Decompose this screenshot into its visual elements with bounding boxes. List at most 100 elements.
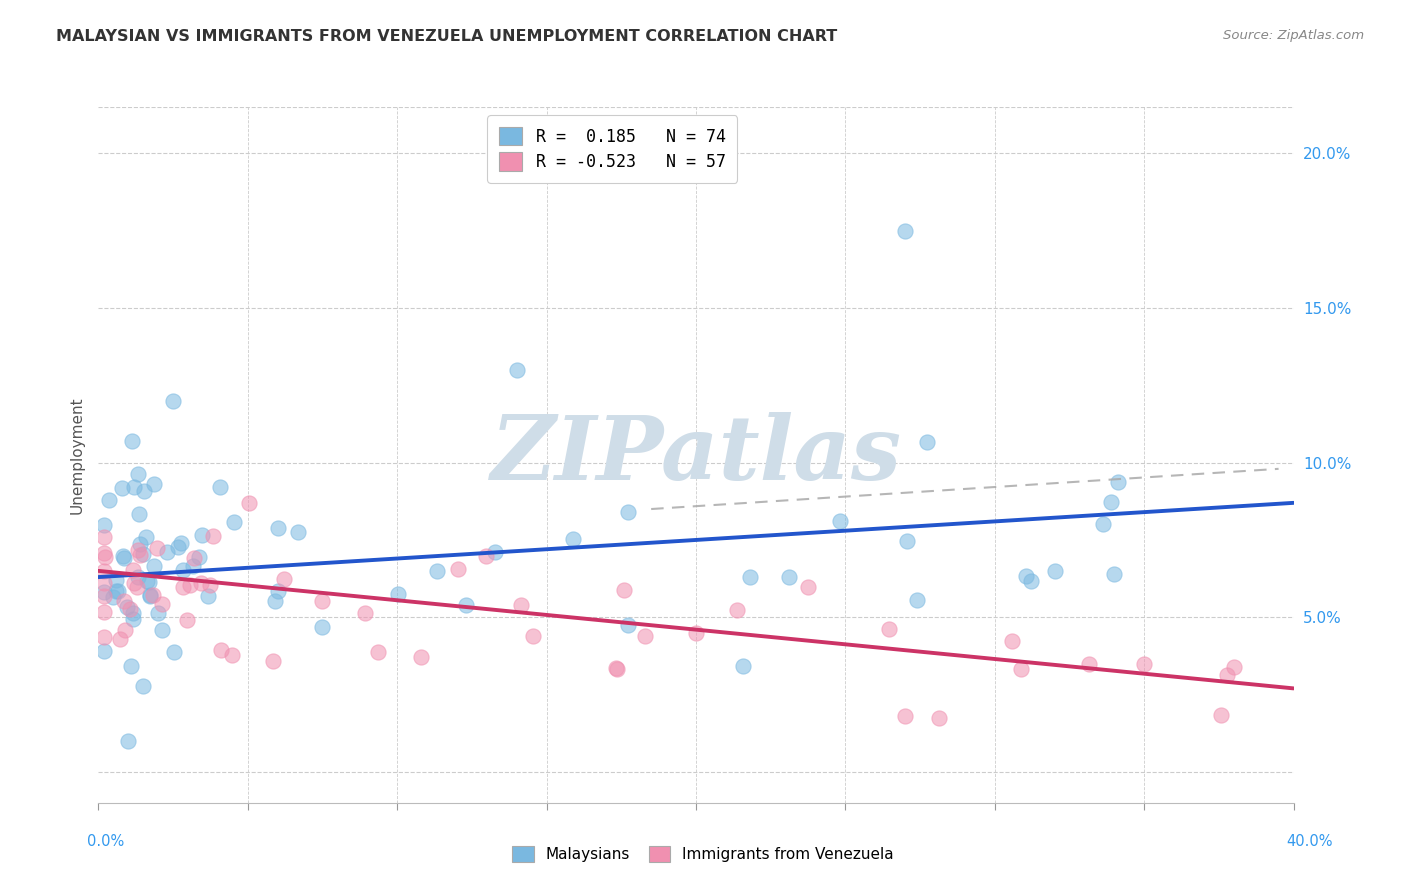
Point [132, 547, 155, 561]
Point [121, 434, 143, 448]
Point [224, 515, 246, 529]
Point [127, 543, 149, 558]
Point [156, 544, 179, 558]
Point [122, 606, 145, 620]
Point [456, 598, 478, 612]
Point [162, 645, 184, 659]
Point [202, 529, 225, 543]
Point [387, 587, 409, 601]
Point [181, 559, 204, 574]
Point [111, 549, 134, 563]
Point [93, 576, 115, 591]
Point [183, 550, 205, 565]
Point [905, 592, 928, 607]
Point [93, 585, 115, 599]
Point [685, 625, 707, 640]
Point [894, 709, 917, 723]
Point [93, 546, 115, 560]
Point [146, 606, 169, 620]
Point [311, 620, 333, 634]
Point [128, 507, 150, 521]
Point [613, 582, 636, 597]
Point [484, 544, 506, 558]
Point [797, 580, 820, 594]
Point [98, 493, 121, 508]
Point [211, 642, 233, 657]
Point [877, 622, 900, 636]
Point [1001, 634, 1024, 648]
Point [93, 630, 115, 644]
Point [150, 597, 173, 611]
Point [509, 598, 531, 612]
Point [142, 477, 165, 491]
Point [135, 530, 157, 544]
Point [134, 484, 156, 499]
Point [1223, 659, 1246, 673]
Point [447, 562, 470, 576]
Point [190, 575, 212, 590]
Point [606, 662, 628, 676]
Point [162, 393, 184, 408]
Point [120, 659, 142, 673]
Point [170, 536, 193, 550]
Point [1216, 667, 1239, 681]
Point [221, 648, 243, 662]
Point [176, 613, 198, 627]
Point [725, 603, 748, 617]
Point [264, 593, 287, 607]
Point [266, 583, 288, 598]
Point [93, 565, 115, 579]
Point [139, 588, 162, 602]
Point [197, 589, 219, 603]
Point [367, 645, 389, 659]
Point [188, 550, 211, 565]
Point [915, 434, 938, 449]
Text: Source: ZipAtlas.com: Source: ZipAtlas.com [1223, 29, 1364, 42]
Point [107, 583, 129, 598]
Point [94, 549, 117, 564]
Point [172, 580, 194, 594]
Point [122, 480, 145, 494]
Point [522, 629, 544, 643]
Point [617, 617, 640, 632]
Point [1092, 516, 1115, 531]
Text: ZIPatlas: ZIPatlas [491, 412, 901, 498]
Point [93, 518, 115, 533]
Point [354, 606, 377, 620]
Point [1019, 574, 1042, 589]
Point [928, 711, 950, 725]
Point [142, 588, 165, 602]
Point [127, 467, 149, 481]
Point [238, 496, 260, 510]
Point [409, 650, 432, 665]
Point [112, 551, 135, 566]
Y-axis label: Unemployment: Unemployment [69, 396, 84, 514]
Point [426, 564, 449, 578]
Point [167, 540, 190, 554]
Point [506, 363, 529, 377]
Point [778, 570, 800, 584]
Point [1078, 657, 1101, 672]
Point [120, 602, 142, 616]
Point [634, 629, 657, 643]
Point [1010, 662, 1032, 676]
Point [127, 570, 149, 584]
Point [115, 600, 138, 615]
Point [561, 533, 583, 547]
Point [129, 536, 152, 550]
Point [738, 569, 761, 583]
Point [93, 530, 115, 544]
Point [105, 583, 128, 598]
Point [122, 563, 145, 577]
Point [112, 594, 135, 608]
Point [1015, 568, 1038, 582]
Point [209, 481, 232, 495]
Text: 40.0%: 40.0% [1286, 834, 1333, 848]
Point [828, 515, 851, 529]
Point [179, 578, 201, 592]
Legend: R =  0.185   N = 74, R = -0.523   N = 57: R = 0.185 N = 74, R = -0.523 N = 57 [488, 115, 737, 183]
Point [150, 623, 173, 637]
Point [135, 574, 157, 588]
Point [125, 580, 148, 594]
Point [132, 679, 155, 693]
